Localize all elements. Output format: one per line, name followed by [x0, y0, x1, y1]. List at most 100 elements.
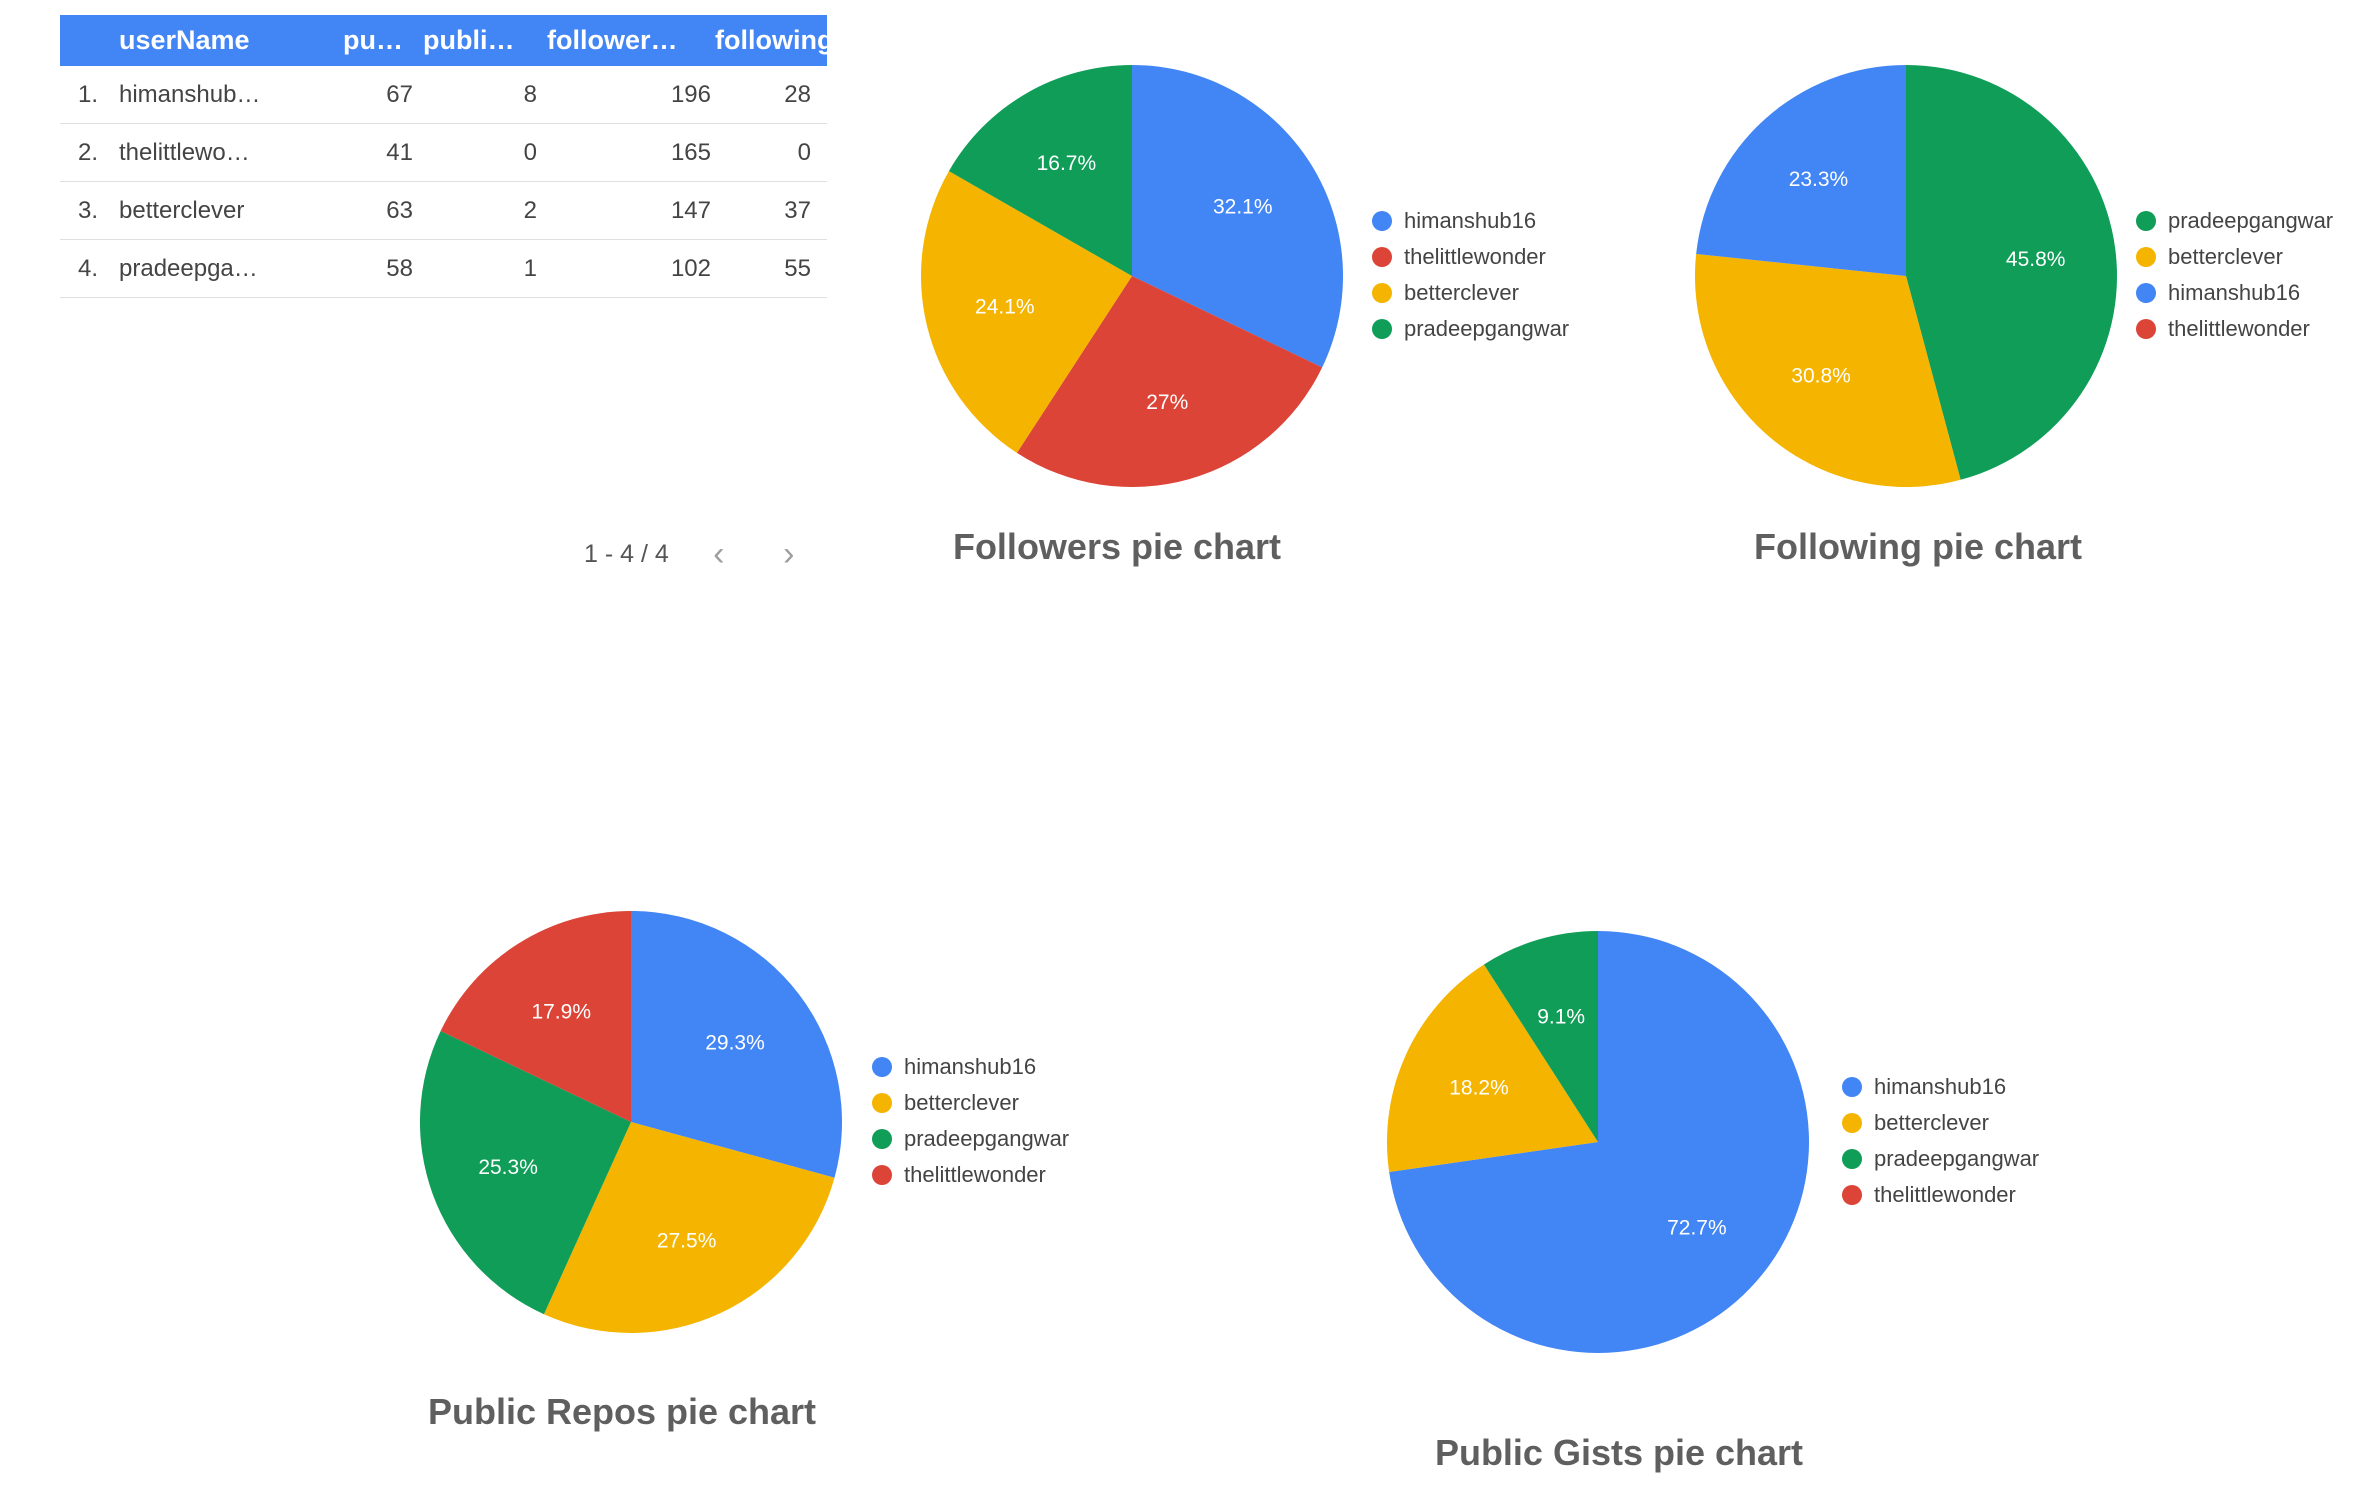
- legend-swatch-icon: [2136, 247, 2156, 267]
- row-index: 1.: [78, 80, 99, 108]
- row-index: 4.: [78, 254, 99, 282]
- public-gists-slice-label: 72.7%: [1667, 1217, 1727, 1240]
- legend-label: betterclever: [1874, 1110, 1989, 1135]
- public-repos-legend: himanshub16 betterclever pradeepgangwar the…: [872, 1049, 1069, 1193]
- public-gists-slice-himanshub16[interactable]: [1389, 931, 1810, 1353]
- legend-label: pradeepgangwar: [1404, 316, 1570, 341]
- legend-label: thelittlewonder: [2168, 316, 2310, 341]
- followers-slice-himanshub16[interactable]: [1132, 65, 1343, 368]
- legend-label: thelittlewonder: [1404, 244, 1546, 269]
- legend-label: himanshub16: [904, 1054, 1037, 1079]
- table-row: 4. pradeepga… 58 1 102 55: [60, 240, 827, 298]
- public-repos-chart-title: Public Repos pie chart: [427, 1391, 817, 1432]
- public-repos-slice-pradeepgangwar[interactable]: [419, 1031, 631, 1315]
- public-repos-slice-label: 29.3%: [705, 1032, 765, 1055]
- legend-label: pradeepgangwar: [1874, 1146, 2040, 1171]
- followers-slice-thelittlewonder[interactable]: [1016, 276, 1323, 487]
- legend-swatch-icon: [1842, 1077, 1862, 1097]
- legend-label: himanshub16: [2168, 280, 2301, 305]
- legend-swatch-icon: [2136, 319, 2156, 339]
- legend-item[interactable]: himanshub16: [2136, 275, 2333, 311]
- legend-item[interactable]: pradeepgangwar: [1372, 311, 1569, 347]
- legend-swatch-icon: [1372, 283, 1392, 303]
- pagination-label: 1 - 4 / 4: [584, 539, 669, 568]
- legend-label: himanshub16: [1404, 208, 1537, 233]
- legend-item[interactable]: himanshub16: [1372, 203, 1569, 239]
- public-gists-chart-title: Public Gists pie chart: [1434, 1432, 1804, 1473]
- followers-slice-label: 24.1%: [975, 296, 1035, 319]
- public-gists-slice-label: 9.1%: [1537, 1005, 1585, 1028]
- cell-following: 55: [784, 254, 811, 282]
- public-repos-slice-label: 17.9%: [531, 1000, 591, 1023]
- legend-item[interactable]: thelittlewonder: [1842, 1177, 2039, 1213]
- following-slice-betterclever[interactable]: [1694, 253, 1961, 488]
- cell-following: 0: [797, 138, 811, 166]
- public-repos-slice-himanshub16[interactable]: [631, 911, 842, 1178]
- legend-item[interactable]: betterclever: [1842, 1105, 2039, 1141]
- followers-chart-title: Followers pie chart: [952, 526, 1282, 567]
- legend-swatch-icon: [1372, 211, 1392, 231]
- following-slice-pradeepgangwar[interactable]: [1906, 65, 2118, 480]
- legend-item[interactable]: pradeepgangwar: [872, 1121, 1069, 1157]
- legend-swatch-icon: [1842, 1149, 1862, 1169]
- followers-slice-label: 27%: [1146, 391, 1188, 414]
- legend-swatch-icon: [2136, 283, 2156, 303]
- table-header: userName pu… publi… follower… following: [60, 15, 834, 66]
- legend-swatch-icon: [1372, 319, 1392, 339]
- following-slice-label: 30.8%: [1791, 364, 1851, 387]
- legend-item[interactable]: betterclever: [2136, 239, 2333, 275]
- table-row: 1. himanshub… 67 8 196 28: [60, 66, 827, 124]
- legend-label: thelittlewonder: [904, 1162, 1046, 1187]
- legend-label: himanshub16: [1874, 1074, 2007, 1099]
- row-index: 2.: [78, 138, 99, 166]
- following-slice-label: 23.3%: [1789, 168, 1849, 191]
- legend-swatch-icon: [1372, 247, 1392, 267]
- followers-slice-pradeepgangwar[interactable]: [948, 65, 1132, 276]
- public-gists-slice-betterclever[interactable]: [1387, 964, 1598, 1173]
- public-repos-slice-label: 27.5%: [657, 1229, 717, 1252]
- legend-swatch-icon: [872, 1093, 892, 1113]
- legend-item[interactable]: pradeepgangwar: [2136, 203, 2333, 239]
- legend-item[interactable]: betterclever: [1372, 275, 1569, 311]
- following-legend: pradeepgangwar betterclever himanshub16 the…: [2136, 203, 2333, 347]
- legend-swatch-icon: [1842, 1113, 1862, 1133]
- following-slice-himanshub16[interactable]: [1696, 65, 1906, 276]
- legend-swatch-icon: [2136, 211, 2156, 231]
- following-chart-title: Following pie chart: [1753, 526, 2082, 567]
- legend-item[interactable]: betterclever: [872, 1085, 1069, 1121]
- pagination: 1 - 4 / 4 ‹ ›: [584, 532, 811, 576]
- legend-label: betterclever: [2168, 244, 2283, 269]
- chevron-left-icon[interactable]: ‹: [713, 534, 725, 573]
- followers-slice-betterclever[interactable]: [921, 171, 1132, 453]
- public-gists-legend: himanshub16 betterclever pradeepgangwar the…: [1842, 1069, 2039, 1213]
- legend-item[interactable]: himanshub16: [1842, 1069, 2039, 1105]
- public-repos-slice-label: 25.3%: [478, 1156, 538, 1179]
- public-repos-slice-betterclever[interactable]: [543, 1122, 835, 1333]
- followers-legend: himanshub16 thelittlewonder betterclever pr…: [1372, 203, 1569, 347]
- following-slice-label: 45.8%: [2006, 248, 2066, 271]
- legend-swatch-icon: [872, 1057, 892, 1077]
- legend-label: thelittlewonder: [1874, 1182, 2016, 1207]
- table-row: 3. betterclever 63 2 147 37: [60, 182, 827, 240]
- legend-label: betterclever: [1404, 280, 1519, 305]
- public-gists-slice-pradeepgangwar[interactable]: [1483, 931, 1598, 1142]
- cell-following: 37: [784, 196, 811, 224]
- followers-slice-label: 32.1%: [1213, 195, 1273, 218]
- legend-item[interactable]: thelittlewonder: [2136, 311, 2333, 347]
- legend-item[interactable]: pradeepgangwar: [1842, 1141, 2039, 1177]
- legend-swatch-icon: [872, 1129, 892, 1149]
- legend-label: pradeepgangwar: [2168, 208, 2334, 233]
- followers-slice-label: 16.7%: [1037, 152, 1097, 175]
- header-following[interactable]: following: [715, 25, 834, 55]
- legend-item[interactable]: thelittlewonder: [872, 1157, 1069, 1193]
- legend-label: pradeepgangwar: [904, 1126, 1070, 1151]
- chevron-right-icon[interactable]: ›: [783, 534, 795, 573]
- legend-label: betterclever: [904, 1090, 1019, 1115]
- legend-item[interactable]: himanshub16: [872, 1049, 1069, 1085]
- cell-following: 28: [784, 80, 811, 108]
- legend-item[interactable]: thelittlewonder: [1372, 239, 1569, 275]
- legend-swatch-icon: [1842, 1185, 1862, 1205]
- public-repos-slice-thelittlewonder[interactable]: [440, 911, 631, 1122]
- table-row: 2. thelittlewo… 41 0 165 0: [60, 124, 827, 182]
